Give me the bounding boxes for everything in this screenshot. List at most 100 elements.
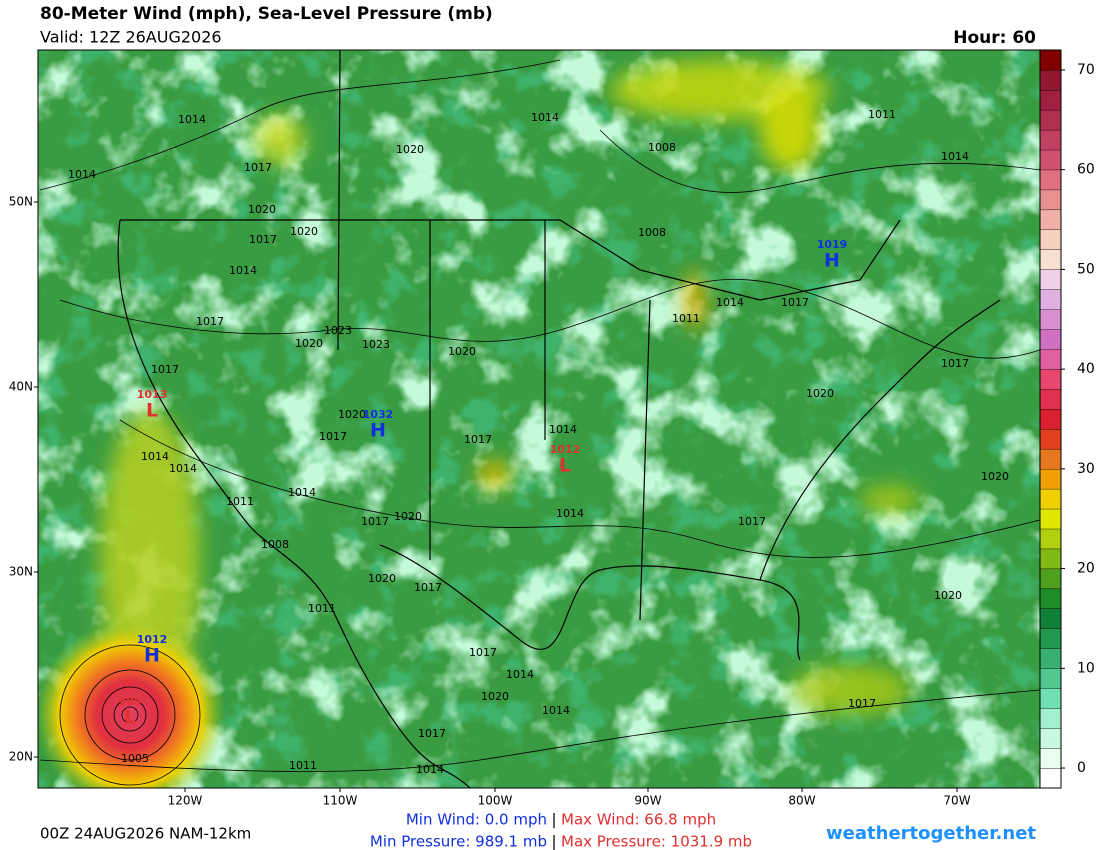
max-wind: Max Wind: 66.8 mph — [561, 811, 716, 829]
isobar-label: 1017 — [196, 315, 224, 328]
isobar-label: 1017 — [319, 430, 347, 443]
center-letter: L — [146, 400, 158, 422]
colorbar-swatch — [1039, 588, 1062, 609]
center-letter: H — [370, 420, 386, 442]
lon-label: 110W — [323, 794, 358, 808]
isobar-label: 1014 — [531, 111, 559, 124]
isobar-label: 1020 — [248, 203, 276, 216]
colorbar-swatch — [1039, 249, 1062, 270]
colorbar-swatch — [1039, 368, 1062, 390]
isobar-label: 1017 — [249, 233, 277, 246]
colorbar-label: 0 — [1077, 760, 1086, 776]
colorbar-label: 20 — [1077, 561, 1095, 577]
colorbar-swatch — [1039, 468, 1062, 490]
isobar-label: 1011 — [308, 602, 336, 615]
colorbar-swatch — [1039, 528, 1062, 550]
isobar-label: 1017 — [418, 727, 446, 740]
isobar-label: 1020 — [806, 387, 834, 400]
isobar-label: 1014 — [549, 423, 577, 436]
isobar-label: 1008 — [261, 538, 289, 551]
map-title: 80-Meter Wind (mph), Sea-Level Pressure … — [40, 4, 493, 24]
center-value: 1019 — [817, 238, 848, 251]
isobar-label: 1011 — [672, 312, 700, 325]
isobars — [39, 59, 1040, 786]
lon-label: 90W — [634, 794, 661, 808]
isobar-label: 1008 — [638, 226, 666, 239]
colorbar-swatch — [1039, 169, 1062, 191]
colorbar-label: 30 — [1077, 461, 1095, 477]
colorbar-swatch — [1039, 508, 1062, 530]
isobar-label: 1020 — [368, 572, 396, 585]
isobar-label: 1014 — [506, 668, 534, 681]
isobar-label: 1017 — [941, 357, 969, 370]
isobar-label: 1020 — [290, 225, 318, 238]
colorbar-swatch — [1039, 688, 1062, 709]
center-letter: L — [124, 707, 136, 729]
colorbar-swatch — [1039, 727, 1062, 749]
min-pressure: Min Pressure: 989.1 mb — [370, 833, 547, 850]
colorbar-swatch — [1039, 608, 1062, 629]
min-wind: Min Wind: 0.0 mph — [406, 811, 547, 829]
lon-label: 100W — [478, 794, 513, 808]
colorbar-label: 40 — [1077, 361, 1095, 377]
isobar-label: 1011 — [289, 759, 317, 772]
isobar-label: 1020 — [394, 510, 422, 523]
isobar-label: 1023 — [362, 338, 390, 351]
lat-label: 30N — [9, 565, 33, 579]
colorbar-label: 10 — [1077, 660, 1095, 676]
lat-label: 40N — [9, 380, 33, 394]
max-pressure: Max Pressure: 1031.9 mb — [561, 833, 752, 850]
colorbar-frame — [1039, 49, 1062, 789]
colorbar-swatch — [1039, 348, 1062, 370]
forecast-hour: Hour: 60 — [953, 28, 1036, 48]
colorbar-swatch — [1039, 189, 1062, 211]
lat-label: 50N — [9, 195, 33, 209]
colorbar-swatch — [1039, 49, 1062, 71]
center-value: 1012 — [550, 443, 581, 456]
isobar-label: 1014 — [716, 296, 744, 309]
colorbar-swatch — [1039, 648, 1062, 669]
center-letter: L — [559, 455, 571, 477]
isobar-label: 1020 — [981, 470, 1009, 483]
isobar-label: 1014 — [556, 507, 584, 520]
colorbar-swatch — [1039, 388, 1062, 410]
center-value: 1013 — [137, 388, 168, 401]
colorbar-swatch — [1039, 329, 1062, 350]
isobar-label: 1020 — [338, 408, 366, 421]
isobar-label: 1017 — [781, 296, 809, 309]
colorbar-swatch — [1039, 309, 1062, 330]
isobar-label: 1020 — [448, 345, 476, 358]
lon-label: 70W — [943, 794, 970, 808]
isobar-label: 1014 — [288, 486, 316, 499]
isobar-label: 1020 — [481, 690, 509, 703]
isobar-label: 1020 — [295, 337, 323, 350]
colorbar-swatch — [1039, 628, 1062, 649]
isobar-label: 1017 — [151, 363, 179, 376]
isobar-label: 1023 — [324, 324, 352, 337]
isobar-label: 1017 — [469, 646, 497, 659]
site-name: weathertogether.net — [826, 823, 1036, 844]
isobar-label: 1008 — [648, 141, 676, 154]
colorbar-label: 50 — [1077, 261, 1095, 277]
colorbar-swatch — [1039, 269, 1062, 290]
isobar-label: 1014 — [229, 264, 257, 277]
colorbar-swatch — [1039, 229, 1062, 250]
colorbar-swatch — [1039, 448, 1062, 470]
colorbar-swatch — [1039, 209, 1062, 231]
boundaries — [117, 50, 1001, 788]
isobar-label: 1011 — [868, 108, 896, 121]
colorbar-swatch — [1039, 289, 1062, 310]
colorbar-swatch — [1039, 109, 1062, 131]
separator: | — [551, 833, 556, 850]
valid-time: Valid: 12Z 26AUG2026 — [40, 28, 222, 47]
map-field — [38, 50, 1040, 788]
center-letter: H — [824, 250, 840, 272]
isobar-label: 1017 — [244, 161, 272, 174]
colorbar-swatch — [1039, 89, 1062, 111]
center-letter: H — [144, 645, 160, 667]
isobar-label: 1014 — [141, 450, 169, 463]
isobar-label: 1020 — [396, 143, 424, 156]
isobar-label: 1017 — [738, 515, 766, 528]
colorbar-swatch — [1039, 149, 1062, 171]
